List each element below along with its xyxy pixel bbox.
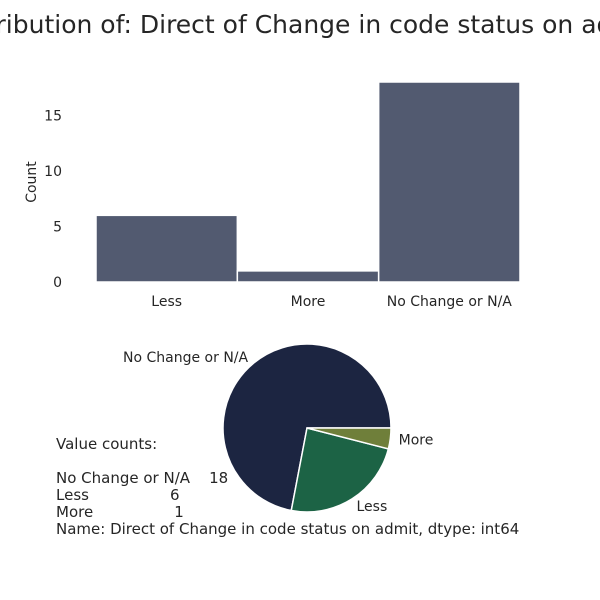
value-counts-row: No Change or N/A 18 <box>56 469 229 487</box>
bar <box>95 214 239 283</box>
x-tick-label: More <box>291 294 326 310</box>
x-tick-label: No Change or N/A <box>387 294 513 310</box>
bar-chart: 0 5 10 15 Count Less More No Change or N/A <box>24 81 521 310</box>
y-axis-label: Count <box>24 161 40 203</box>
pie-slice <box>306 427 392 450</box>
value-counts-row: More 1 <box>56 503 184 521</box>
pie-slice <box>290 427 390 513</box>
bar <box>236 270 380 283</box>
bar <box>377 81 521 283</box>
value-counts-row: Less 6 <box>56 486 180 504</box>
y-tick-label: 15 <box>44 108 62 124</box>
y-tick-label: 5 <box>53 219 62 235</box>
pie-label: No Change or N/A <box>123 350 249 366</box>
chart-title: Distribution of: Direct of Change in cod… <box>0 10 600 39</box>
pie-label: More <box>399 433 434 449</box>
y-tick-label: 10 <box>44 164 62 180</box>
value-counts-footer: Name: Direct of Change in code status on… <box>56 520 520 538</box>
pie-label: Less <box>357 499 388 515</box>
x-tick-label: Less <box>151 294 182 310</box>
pie-chart: No Change or N/A Less More <box>123 343 434 515</box>
y-tick-label: 0 <box>53 275 62 291</box>
value-counts-header: Value counts: <box>56 435 158 453</box>
